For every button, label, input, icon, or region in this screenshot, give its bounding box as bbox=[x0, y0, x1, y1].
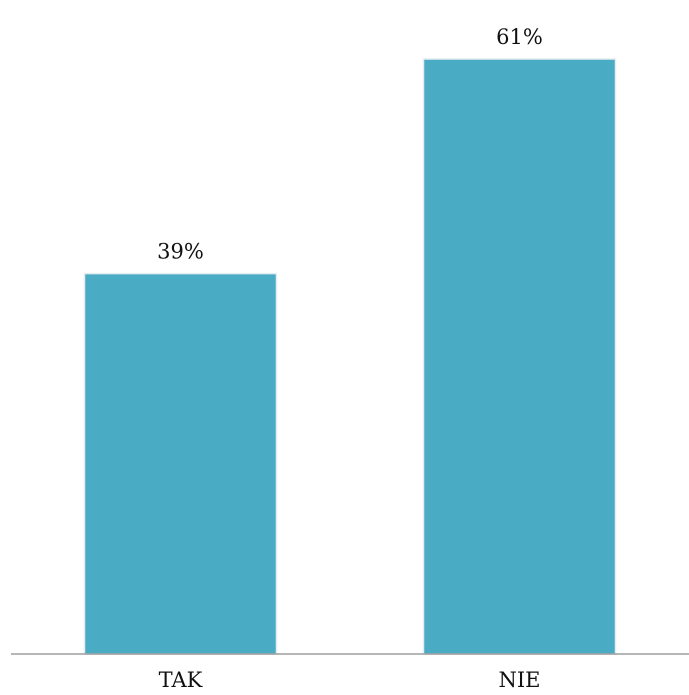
x-tick-label-tak: TAK bbox=[159, 668, 203, 692]
x-tick-label-nie: NIE bbox=[499, 668, 541, 692]
plot-area: 39% 61% bbox=[83, 25, 617, 655]
bar-tak bbox=[83, 272, 278, 655]
data-label-nie: 61% bbox=[496, 25, 543, 49]
x-axis-tick-labels: TAK NIE bbox=[159, 668, 541, 692]
bar-nie bbox=[422, 58, 617, 655]
data-label-tak: 39% bbox=[157, 240, 204, 264]
